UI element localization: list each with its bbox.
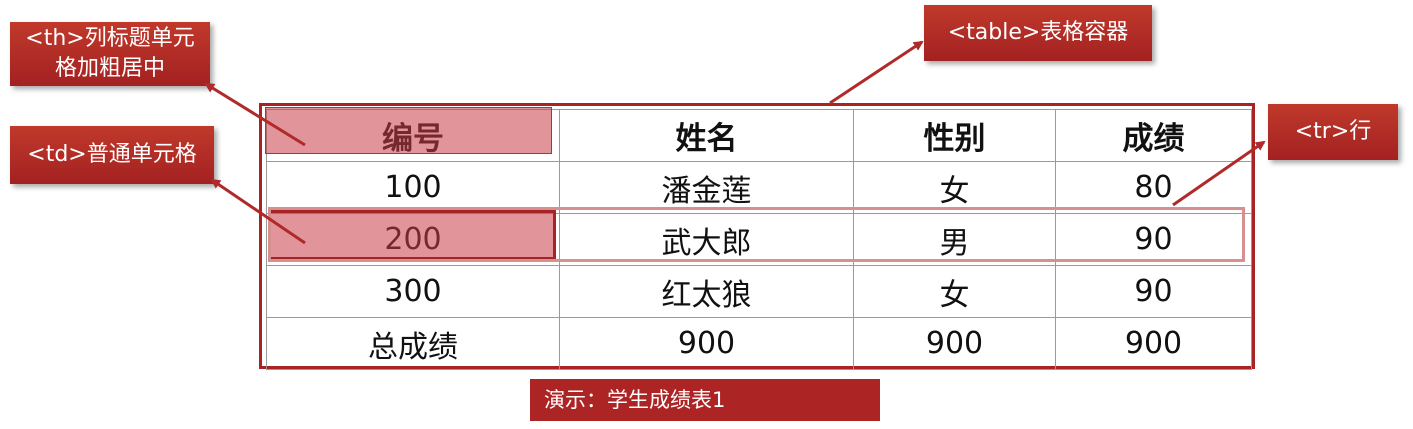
table-row-total: 总成绩 900 900 900	[266, 317, 1252, 370]
table-arrow	[829, 40, 924, 105]
table-annotation-label: <table>表格容器	[924, 5, 1152, 61]
th-annotation-label: <th>列标题单元格加粗居中	[10, 22, 210, 86]
table-cell: 300	[266, 265, 560, 318]
table-cell: 男	[853, 213, 1056, 266]
table-cell: 总成绩	[266, 317, 560, 370]
table-cell: 女	[853, 265, 1056, 318]
header-cell-score: 成绩	[1055, 109, 1252, 162]
table-cell: 红太狼	[559, 265, 854, 318]
student-score-table: 编号 姓名 性别 成绩 100 潘金莲 女 80 200 武大郎 男 90 30…	[266, 109, 1252, 370]
table-cell: 潘金莲	[559, 161, 854, 214]
header-cell-name: 姓名	[559, 109, 854, 162]
th-arrow	[204, 82, 306, 147]
table-row: 300 红太狼 女 90	[266, 265, 1252, 318]
td-annotation-label: <td>普通单元格	[10, 126, 214, 184]
table-cell: 100	[266, 161, 560, 214]
table-cell: 900	[559, 317, 854, 370]
table-cell: 900	[853, 317, 1056, 370]
td-arrow	[210, 178, 306, 245]
tr-annotation-label: <tr>行	[1268, 104, 1398, 160]
tr-arrow	[1172, 140, 1266, 207]
table-cell: 女	[853, 161, 1056, 214]
table-cell: 90	[1055, 213, 1252, 266]
th-highlight	[265, 107, 552, 154]
table-cell: 900	[1055, 317, 1252, 370]
tr-highlight	[268, 207, 1245, 262]
demo-caption: 演示：学生成绩表1	[530, 379, 880, 421]
